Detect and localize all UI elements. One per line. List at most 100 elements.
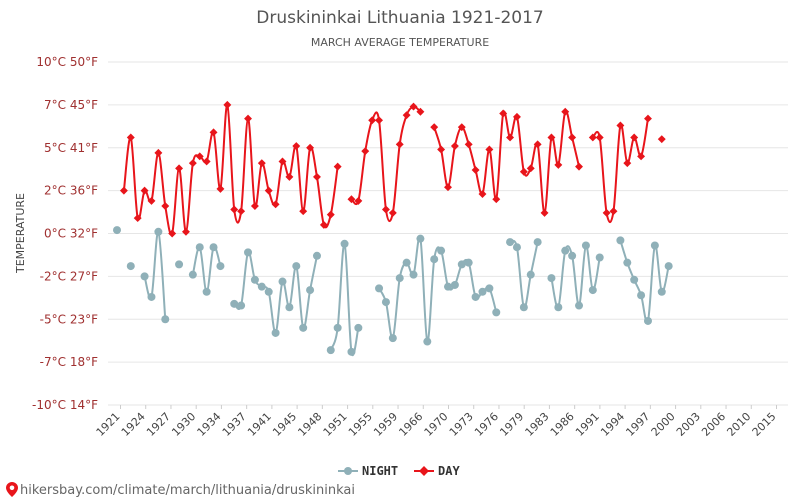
day-point[interactable]	[561, 107, 570, 116]
night-point[interactable]	[616, 236, 625, 245]
day-point[interactable]	[161, 202, 170, 211]
day-point[interactable]	[326, 210, 335, 219]
night-point[interactable]	[416, 234, 425, 243]
day-point[interactable]	[595, 133, 604, 142]
night-point[interactable]	[526, 270, 535, 279]
night-point[interactable]	[209, 243, 218, 252]
night-point[interactable]	[312, 251, 321, 260]
night-point[interactable]	[519, 303, 528, 312]
night-point[interactable]	[444, 282, 452, 291]
night-point[interactable]	[278, 277, 287, 286]
night-point[interactable]	[292, 262, 301, 271]
night-point[interactable]	[154, 227, 163, 236]
day-point[interactable]	[554, 160, 563, 169]
day-point[interactable]	[133, 214, 142, 223]
night-point[interactable]	[395, 274, 404, 283]
night-point[interactable]	[657, 287, 666, 296]
night-point[interactable]	[381, 298, 390, 307]
night-point[interactable]	[568, 251, 577, 260]
night-point[interactable]	[664, 262, 673, 271]
day-point[interactable]	[299, 207, 308, 216]
day-point[interactable]	[644, 114, 652, 123]
day-point[interactable]	[223, 100, 232, 109]
day-point[interactable]	[306, 143, 315, 152]
day-point[interactable]	[519, 167, 528, 176]
day-point[interactable]	[375, 116, 384, 125]
day-point[interactable]	[333, 162, 342, 171]
night-point[interactable]	[326, 346, 335, 355]
night-point[interactable]	[492, 308, 501, 317]
day-point[interactable]	[526, 164, 535, 173]
day-point[interactable]	[402, 111, 411, 120]
day-point[interactable]	[216, 184, 225, 193]
night-point[interactable]	[237, 301, 246, 310]
night-point[interactable]	[623, 258, 632, 267]
day-point[interactable]	[444, 183, 452, 192]
day-point[interactable]	[637, 152, 646, 161]
day-point[interactable]	[657, 135, 666, 144]
day-point[interactable]	[292, 142, 301, 150]
night-point[interactable]	[471, 292, 480, 301]
day-point[interactable]	[395, 140, 404, 149]
day-point[interactable]	[188, 159, 197, 168]
night-point[interactable]	[285, 303, 294, 312]
day-point[interactable]	[430, 123, 439, 132]
night-point[interactable]	[595, 253, 604, 262]
day-point[interactable]	[319, 220, 328, 229]
night-point[interactable]	[340, 239, 349, 248]
day-point[interactable]	[202, 157, 211, 166]
day-point[interactable]	[195, 152, 204, 161]
day-point[interactable]	[354, 196, 363, 205]
night-point[interactable]	[409, 270, 418, 279]
day-point[interactable]	[147, 196, 156, 205]
night-point[interactable]	[478, 287, 487, 296]
night-point[interactable]	[423, 337, 432, 346]
day-point[interactable]	[347, 195, 356, 204]
day-point[interactable]	[119, 186, 128, 195]
day-point[interactable]	[540, 208, 549, 217]
night-point[interactable]	[333, 323, 342, 332]
day-point[interactable]	[602, 208, 611, 217]
day-point[interactable]	[630, 133, 639, 142]
day-point[interactable]	[568, 133, 577, 142]
day-point[interactable]	[464, 140, 473, 149]
day-point[interactable]	[257, 159, 266, 168]
day-point[interactable]	[478, 190, 487, 199]
night-point[interactable]	[230, 299, 239, 308]
day-point[interactable]	[547, 133, 556, 142]
day-point[interactable]	[368, 116, 377, 125]
night-point[interactable]	[485, 284, 494, 293]
day-point[interactable]	[471, 166, 480, 175]
night-point[interactable]	[306, 286, 315, 295]
night-point[interactable]	[195, 243, 204, 252]
night-point[interactable]	[588, 286, 597, 295]
night-point[interactable]	[354, 323, 363, 332]
day-point[interactable]	[588, 133, 597, 142]
night-point[interactable]	[388, 334, 397, 343]
night-point[interactable]	[512, 243, 521, 252]
day-point[interactable]	[140, 186, 149, 195]
night-point[interactable]	[202, 287, 211, 296]
night-point[interactable]	[430, 255, 439, 264]
night-point[interactable]	[643, 316, 652, 325]
day-point[interactable]	[485, 145, 494, 154]
night-point[interactable]	[581, 241, 590, 250]
day-point[interactable]	[381, 205, 390, 214]
night-point[interactable]	[506, 238, 515, 247]
legend-item-day[interactable]: DAY	[414, 464, 460, 478]
night-point[interactable]	[188, 270, 197, 279]
night-point[interactable]	[271, 328, 280, 337]
day-point[interactable]	[244, 114, 252, 123]
day-point[interactable]	[271, 200, 280, 209]
day-point[interactable]	[361, 147, 370, 156]
night-point[interactable]	[375, 284, 384, 293]
night-point[interactable]	[126, 262, 135, 271]
day-point[interactable]	[623, 159, 632, 168]
night-point[interactable]	[347, 347, 356, 356]
night-point[interactable]	[402, 258, 411, 267]
source-link[interactable]: hikersbay.com/climate/march/lithuania/dr…	[20, 483, 355, 498]
night-point[interactable]	[457, 260, 466, 269]
day-point[interactable]	[437, 145, 446, 154]
day-point[interactable]	[492, 195, 501, 204]
night-point[interactable]	[450, 280, 459, 289]
